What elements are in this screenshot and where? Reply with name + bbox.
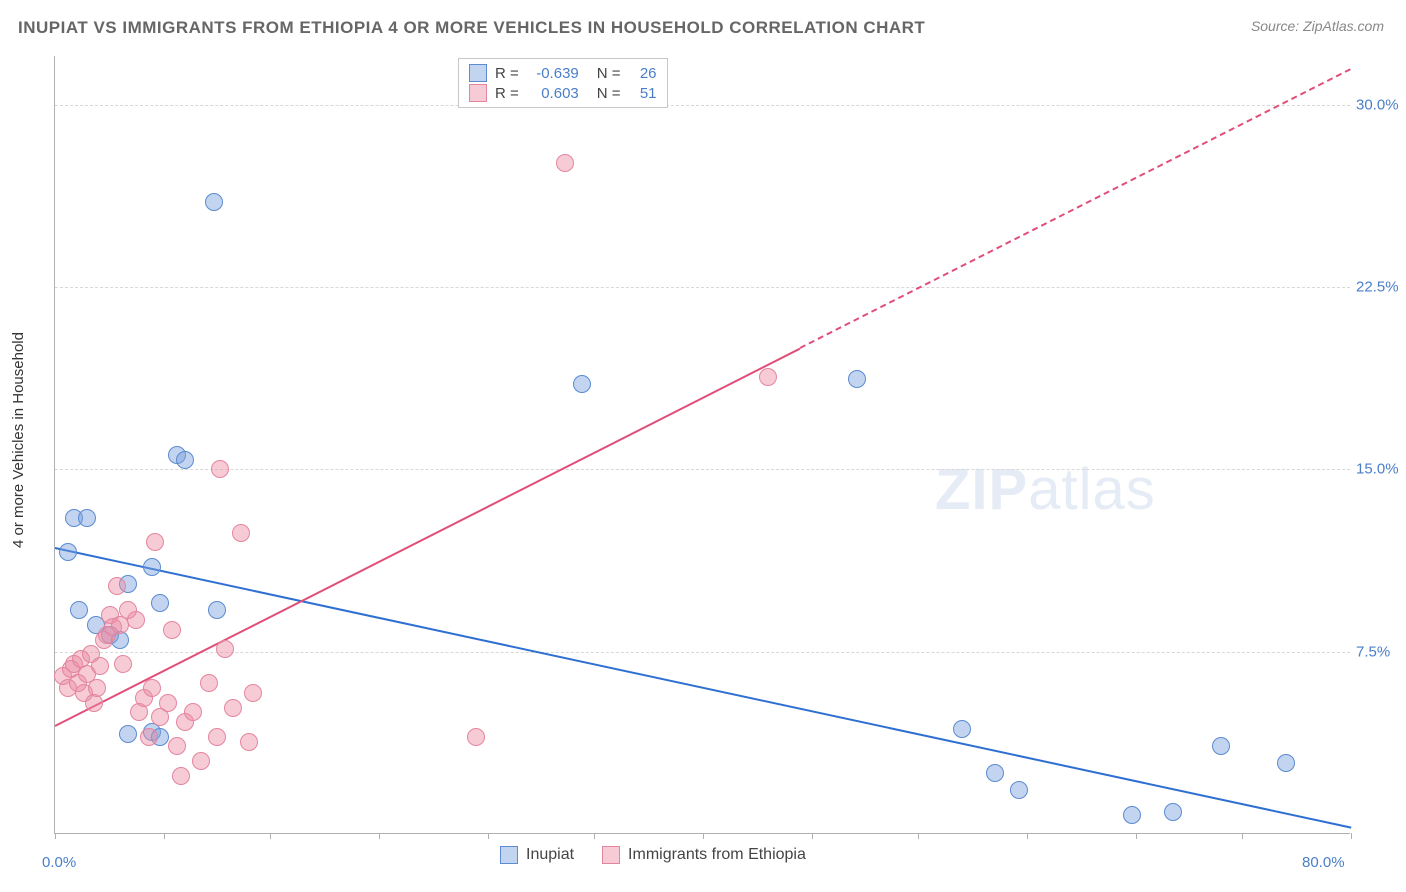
legend-swatch [500, 846, 518, 864]
x-tick [164, 833, 165, 839]
data-point [114, 655, 132, 673]
x-axis-max-label: 80.0% [1302, 854, 1345, 871]
y-tick-label: 30.0% [1356, 96, 1406, 113]
data-point [172, 767, 190, 785]
legend-row: R =0.603N =51 [469, 83, 657, 103]
data-point [159, 694, 177, 712]
data-point [184, 703, 202, 721]
grid-line [55, 105, 1350, 106]
x-tick [1351, 833, 1352, 839]
data-point [216, 640, 234, 658]
trend-line [55, 347, 801, 726]
chart-title: INUPIAT VS IMMIGRANTS FROM ETHIOPIA 4 OR… [18, 18, 925, 38]
x-tick [1136, 833, 1137, 839]
x-axis-min-label: 0.0% [42, 854, 76, 871]
data-point [240, 733, 258, 751]
x-tick [703, 833, 704, 839]
x-tick [379, 833, 380, 839]
x-tick [594, 833, 595, 839]
x-tick [488, 833, 489, 839]
x-tick [1027, 833, 1028, 839]
data-point [78, 509, 96, 527]
data-point [224, 699, 242, 717]
data-point [232, 524, 250, 542]
legend-item: Inupiat [500, 846, 574, 864]
watermark: ZIPatlas [935, 456, 1156, 523]
data-point [986, 764, 1004, 782]
data-point [192, 752, 210, 770]
y-tick-label: 15.0% [1356, 461, 1406, 478]
data-point [208, 728, 226, 746]
x-tick [55, 833, 56, 839]
legend-row: R =-0.639N =26 [469, 63, 657, 83]
x-tick [812, 833, 813, 839]
y-axis-title: 4 or more Vehicles in Household [10, 332, 27, 548]
data-point [1164, 803, 1182, 821]
trend-line [800, 68, 1352, 349]
data-point [208, 601, 226, 619]
y-tick-label: 22.5% [1356, 278, 1406, 295]
source-attribution: Source: ZipAtlas.com [1251, 18, 1384, 34]
data-point [168, 737, 186, 755]
data-point [176, 451, 194, 469]
data-point [146, 533, 164, 551]
data-point [140, 728, 158, 746]
grid-line [55, 469, 1350, 470]
data-point [143, 558, 161, 576]
data-point [556, 154, 574, 172]
legend-swatch [469, 84, 487, 102]
correlation-legend: R =-0.639N =26R =0.603N =51 [458, 58, 668, 108]
series-legend: Inupiat Immigrants from Ethiopia [500, 846, 806, 864]
data-point [1010, 781, 1028, 799]
data-point [91, 657, 109, 675]
data-point [70, 601, 88, 619]
data-point [211, 460, 229, 478]
data-point [1212, 737, 1230, 755]
data-point [1277, 754, 1295, 772]
data-point [953, 720, 971, 738]
data-point [1123, 806, 1141, 824]
grid-line [55, 652, 1350, 653]
x-tick [918, 833, 919, 839]
plot-area: ZIPatlas 7.5%15.0%22.5%30.0% [54, 56, 1350, 834]
data-point [467, 728, 485, 746]
legend-swatch [469, 64, 487, 82]
data-point [200, 674, 218, 692]
data-point [759, 368, 777, 386]
data-point [244, 684, 262, 702]
y-tick-label: 7.5% [1356, 643, 1406, 660]
data-point [573, 375, 591, 393]
data-point [848, 370, 866, 388]
data-point [151, 594, 169, 612]
data-point [119, 725, 137, 743]
data-point [205, 193, 223, 211]
x-tick [270, 833, 271, 839]
legend-item: Immigrants from Ethiopia [602, 846, 806, 864]
data-point [88, 679, 106, 697]
grid-line [55, 287, 1350, 288]
data-point [143, 679, 161, 697]
data-point [163, 621, 181, 639]
data-point [127, 611, 145, 629]
data-point [59, 543, 77, 561]
legend-swatch [602, 846, 620, 864]
data-point [108, 577, 126, 595]
legend-label: Immigrants from Ethiopia [628, 846, 806, 864]
x-tick [1242, 833, 1243, 839]
legend-label: Inupiat [526, 846, 574, 864]
